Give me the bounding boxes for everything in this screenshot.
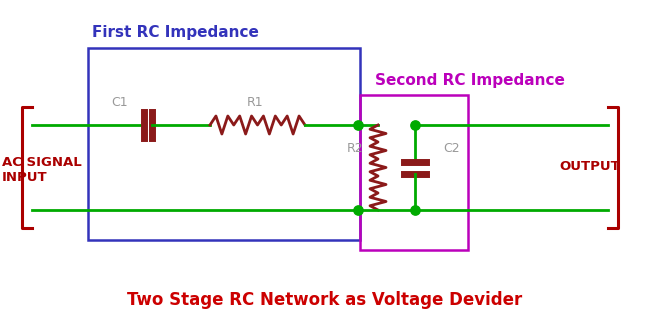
Text: First RC Impedance: First RC Impedance	[92, 25, 259, 40]
Bar	[360, 95, 468, 250]
Text: Two Stage RC Network as Voltage Devider: Two Stage RC Network as Voltage Devider	[127, 291, 523, 309]
Text: R2: R2	[346, 142, 363, 155]
Bar	[88, 48, 360, 240]
Point	[410, 207, 420, 212]
Text: R1: R1	[247, 96, 263, 109]
Text: C1: C1	[112, 96, 128, 109]
Text: C2: C2	[443, 142, 460, 155]
Point	[410, 122, 420, 128]
Point	[353, 207, 363, 212]
Point	[353, 122, 363, 128]
Text: Second RC Impedance: Second RC Impedance	[375, 73, 565, 87]
Text: OUTPUT: OUTPUT	[560, 161, 620, 174]
Text: AC SIGNAL
INPUT: AC SIGNAL INPUT	[2, 156, 82, 184]
